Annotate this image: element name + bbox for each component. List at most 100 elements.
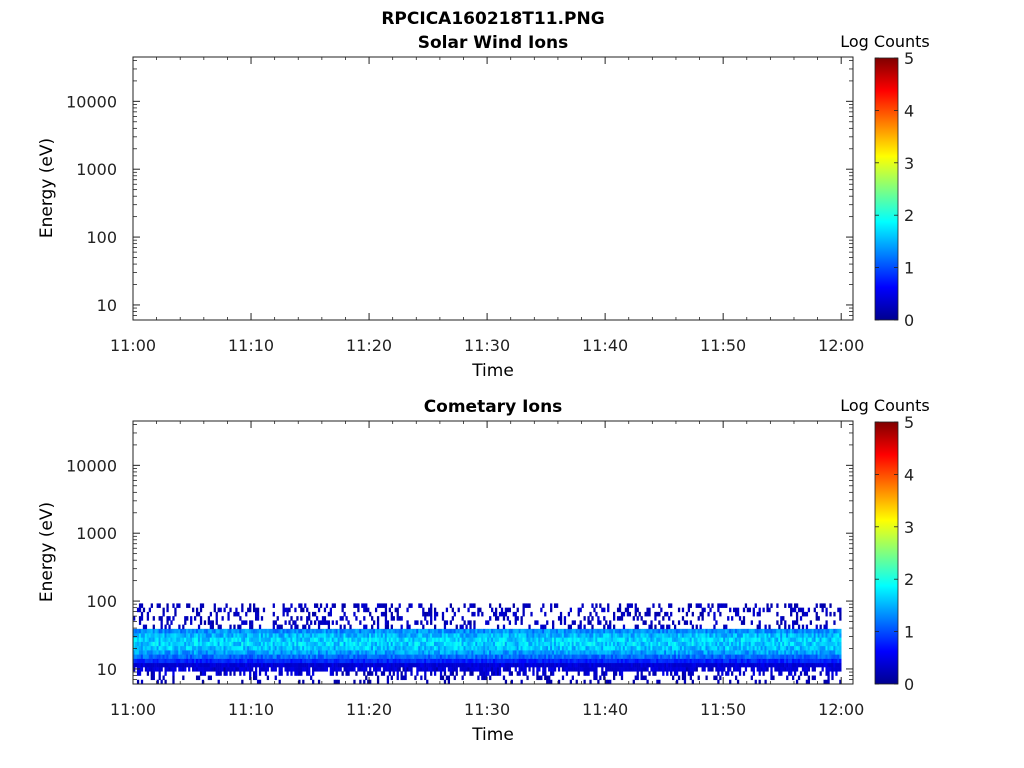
spectrogram-cell (369, 645, 372, 651)
spectrogram-cell (443, 654, 447, 659)
spectrogram-cell (374, 650, 378, 655)
spectrogram-cell (451, 628, 454, 634)
spectrogram-cell (239, 641, 242, 647)
spectrogram-cell (573, 662, 576, 668)
spectrogram-cell (721, 641, 724, 647)
spectrogram-cell (790, 671, 793, 676)
spectrogram-cell (553, 650, 557, 655)
spectrogram-cell (205, 633, 209, 638)
spectrogram-cell (758, 654, 761, 659)
spectrogram-cell (577, 662, 580, 668)
spectrogram-cell (317, 658, 321, 664)
spectrogram-cell (396, 662, 399, 668)
spectrogram-cell (308, 658, 311, 664)
spectrogram-cell (764, 633, 767, 638)
spectrogram-cell (620, 662, 624, 668)
spectrogram-cell (254, 658, 258, 664)
spectrogram-cell (526, 633, 529, 638)
spectrogram-cell (384, 611, 388, 617)
spectrogram-cell (268, 637, 272, 642)
spectrogram-cell (553, 637, 557, 642)
spectrogram-cell (719, 667, 722, 672)
spectrogram-cell (656, 662, 659, 668)
spectrogram-cell (790, 641, 793, 647)
spectrogram-cell (784, 628, 787, 634)
y-axis-label: Energy (eV) (37, 502, 57, 602)
spectrogram-cell (579, 624, 582, 630)
spectrogram-cell (496, 654, 500, 659)
spectrogram-cell (355, 654, 358, 659)
spectrogram-cell (410, 641, 413, 647)
spectrogram-cell (581, 645, 584, 651)
spectrogram-cell (717, 645, 720, 651)
spectrogram-cell (144, 641, 148, 647)
spectrogram-cell (622, 624, 626, 630)
spectrogram-cell (473, 641, 476, 647)
spectrogram-cell (384, 607, 388, 613)
spectrogram-cell (363, 628, 366, 634)
spectrogram-cell (662, 637, 665, 642)
spectrogram-cell (780, 645, 783, 651)
spectrogram-cell (650, 624, 653, 630)
spectrogram-cell (254, 671, 258, 676)
spectrogram-cell (258, 662, 262, 668)
spectrogram-cell (133, 645, 136, 651)
spectrogram-cell (662, 628, 665, 634)
spectrogram-cell (561, 667, 565, 672)
spectrogram-cell (162, 650, 165, 655)
x-tick-label: 11:20 (346, 700, 392, 719)
spectrogram-cell (650, 667, 653, 672)
spectrogram-cell (233, 628, 236, 634)
spectrogram-cell (593, 650, 596, 655)
spectrogram-cell (632, 633, 635, 638)
spectrogram-cell (839, 641, 842, 647)
spectrogram-cell (809, 654, 812, 659)
spectrogram-cell (713, 633, 716, 638)
spectrogram-cell (258, 671, 262, 676)
spectrogram-cell (136, 671, 140, 676)
spectrogram-cell (687, 628, 691, 634)
spectrogram-cell (799, 658, 803, 664)
spectrogram-cell (778, 667, 781, 672)
spectrogram-cell (795, 611, 799, 617)
spectrogram-cell (516, 628, 519, 634)
spectrogram-cell (707, 658, 710, 664)
spectrogram-cell (591, 654, 594, 659)
spectrogram-cell (526, 654, 529, 659)
spectrogram-cell (321, 662, 325, 668)
spectrogram-cell (317, 662, 321, 668)
spectrogram-cell (752, 628, 755, 634)
spectrogram-cell (534, 641, 537, 647)
spectrogram-cell (811, 645, 814, 651)
spectrogram-cell (544, 611, 547, 617)
spectrogram-cell (308, 616, 311, 621)
spectrogram-cell (648, 628, 651, 634)
spectrogram-cell (190, 662, 193, 668)
spectrogram-cell (251, 633, 254, 638)
spectrogram-cell (306, 645, 309, 651)
spectrogram-cell (376, 620, 380, 625)
spectrogram-cell (239, 671, 242, 676)
spectrogram-cell (626, 650, 630, 655)
spectrogram-cell (262, 628, 266, 634)
spectrogram-cell (199, 662, 203, 668)
spectrogram-cell (483, 628, 486, 634)
spectrogram-cell (353, 662, 356, 668)
spectrogram-cell (660, 658, 663, 664)
spectrogram-cell (502, 633, 506, 638)
spectrogram-cell (414, 633, 417, 638)
spectrogram-cell (166, 628, 169, 634)
spectrogram-cell (681, 645, 685, 651)
spectrogram-cell (359, 637, 362, 642)
spectrogram-cell (573, 650, 576, 655)
spectrogram-cell (734, 637, 738, 642)
spectrogram-cell (361, 654, 364, 659)
spectrogram-cell (589, 662, 592, 668)
spectrogram-cell (520, 641, 523, 647)
spectrogram-cell (473, 637, 476, 642)
spectrogram-cell (750, 641, 753, 647)
spectrogram-cell (675, 654, 679, 659)
spectrogram-cell (559, 641, 563, 647)
spectrogram-cell (713, 645, 716, 651)
spectrogram-cell (548, 628, 551, 634)
